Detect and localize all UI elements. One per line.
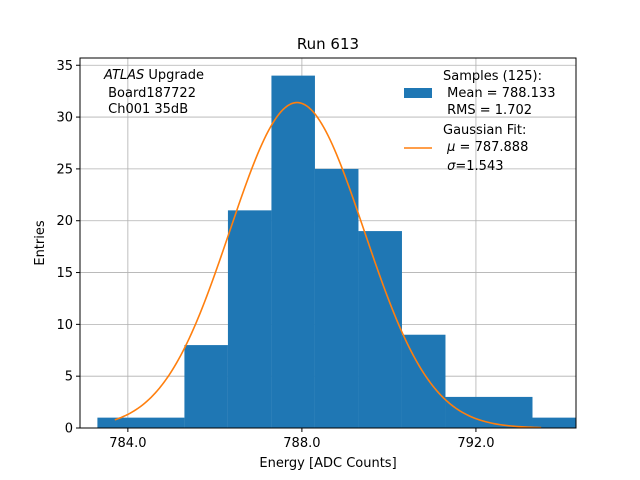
legend-fit-line-2: μ = 787.888 — [443, 140, 528, 155]
annotation-line-3: Ch001 35dB — [104, 102, 188, 117]
x-tick-label-1: 788.0 — [283, 436, 320, 451]
histogram-bar-4 — [314, 168, 359, 428]
y-tick-label-5: 25 — [56, 162, 73, 177]
legend-fit-line-1: Gaussian Fit: — [443, 123, 526, 138]
x-axis: 784.0 788.0 792.0 — [109, 428, 495, 451]
histogram-bar-2 — [227, 210, 272, 428]
y-axis: 0 5 10 15 20 25 30 35 — [56, 59, 80, 437]
y-axis-label: Entries — [33, 220, 48, 266]
y-tick-label-6: 30 — [56, 111, 73, 126]
gaussian-fit — [114, 101, 542, 429]
y-tick-label-3: 15 — [56, 266, 73, 281]
plot-frame — [79, 57, 577, 429]
y-tick-label-0: 0 — [65, 422, 73, 437]
annotation-line-1: ATLAS Upgrade — [103, 68, 204, 83]
histogram-bar-0 — [97, 417, 185, 428]
annotation-line-2: Board187722 — [104, 86, 196, 101]
y-tick-label-2: 10 — [56, 318, 73, 333]
legend-samples-line-2: Mean = 788.133 — [443, 86, 555, 101]
gaussian-fit-curve — [114, 101, 542, 429]
x-tick-label-2: 792.0 — [457, 436, 494, 451]
annotation: ATLAS Upgrade Board187722 Ch001 35dB — [103, 68, 204, 117]
histogram-bar-1 — [184, 345, 228, 428]
legend: Samples (125): Mean = 788.133 RMS = 1.70… — [404, 69, 555, 174]
legend-samples-swatch — [404, 88, 432, 98]
legend-samples-line-1: Samples (125): — [443, 69, 542, 84]
histogram-bars — [97, 75, 576, 428]
x-axis-label: Energy [ADC Counts] — [259, 456, 396, 471]
histogram-bar-6 — [401, 334, 446, 428]
y-tick-label-1: 5 — [65, 370, 73, 385]
chart-title: Run 613 — [297, 35, 359, 53]
y-tick-label-7: 35 — [56, 59, 73, 74]
y-tick-label-4: 20 — [56, 214, 73, 229]
legend-samples-line-3: RMS = 1.702 — [443, 103, 532, 118]
legend-fit-line-3: σ=1.543 — [443, 159, 504, 174]
histogram-bar-3 — [271, 75, 315, 428]
histogram-bar-5 — [358, 231, 402, 428]
x-tick-label-0: 784.0 — [109, 436, 146, 451]
histogram-bar-8 — [532, 417, 576, 428]
